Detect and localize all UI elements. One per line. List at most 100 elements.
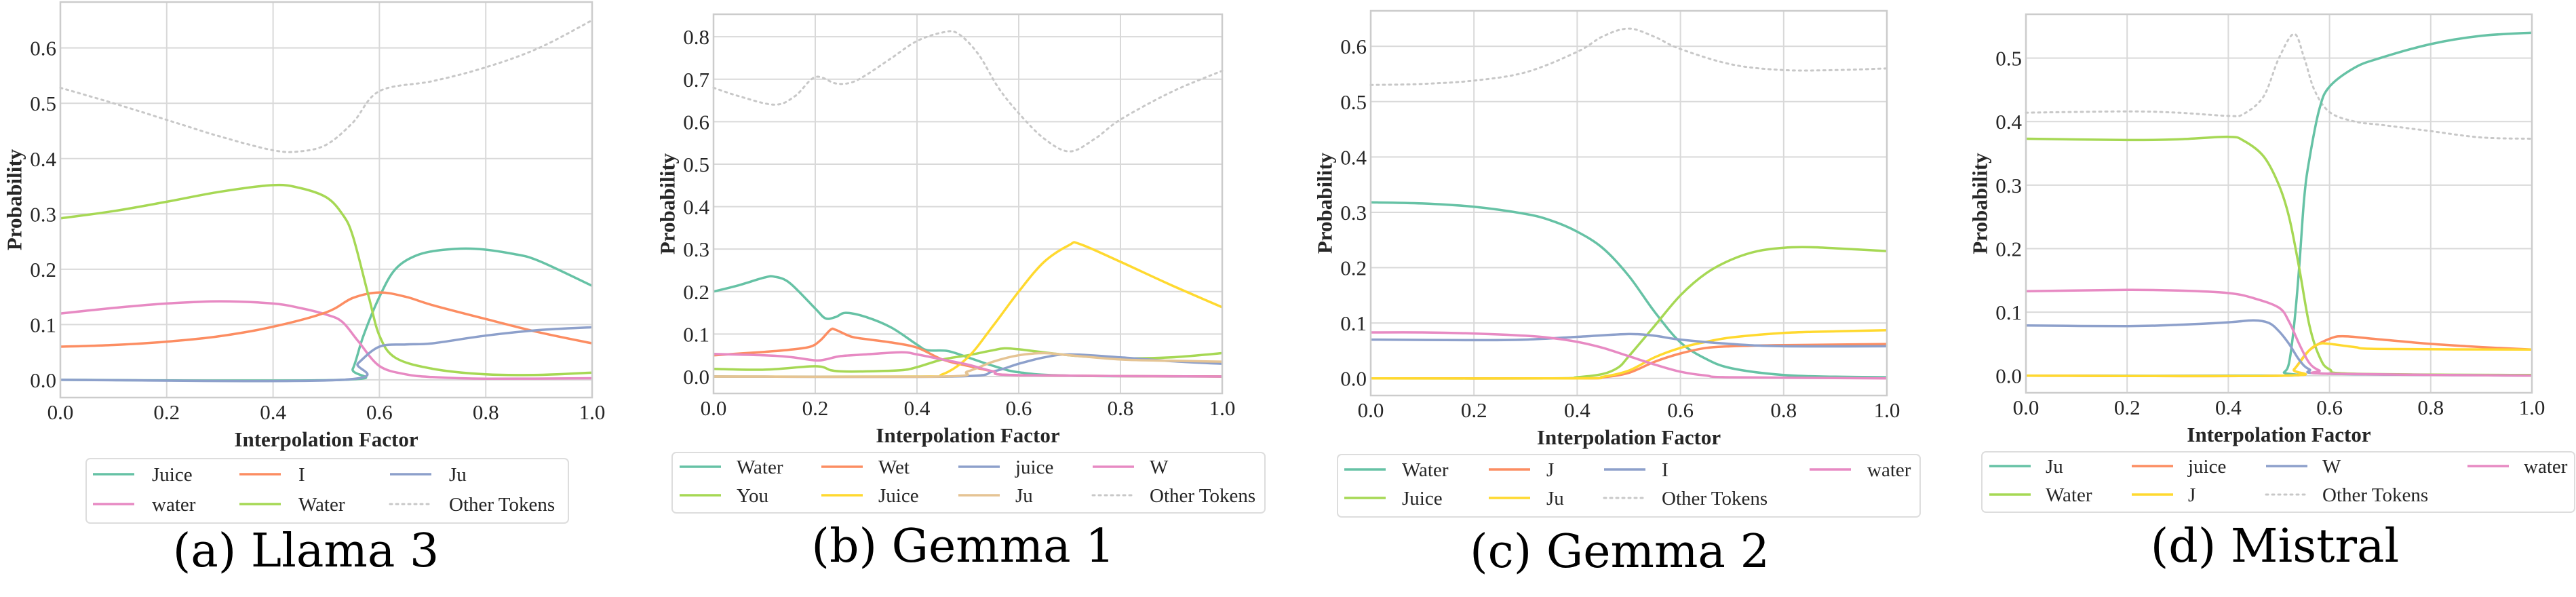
legend-item: Water bbox=[1989, 484, 2092, 506]
series-line-ju bbox=[60, 326, 593, 383]
legend-label: Juice bbox=[878, 485, 919, 507]
legend-item: Juice bbox=[93, 464, 193, 486]
x-tick-label: 0.4 bbox=[260, 400, 286, 424]
y-tick-label: 0.1 bbox=[683, 322, 709, 346]
x-tick-label: 0.6 bbox=[366, 400, 393, 424]
series-line-ju bbox=[1370, 328, 1888, 380]
series-line-other-tokens bbox=[712, 30, 1224, 153]
legend-item: W bbox=[1093, 457, 1169, 478]
legend: Water You Wet Juice juice Ju W Other Tokens bbox=[671, 452, 1266, 514]
y-axis-label: Probability bbox=[3, 149, 26, 250]
legend-label: juice bbox=[2187, 456, 2226, 478]
legend: Water Juice J Ju I Other Tokens water bbox=[1337, 454, 1921, 518]
legend-label: Juice bbox=[1402, 488, 1443, 509]
x-tick-label: 1.0 bbox=[1209, 396, 1236, 420]
panel-0: 0.0 0.2 0.4 0.6 0.8 1.0 0.0 0.1 0.2 0.3 0.4 0.5 0.6 I… bbox=[3, 1, 606, 578]
y-tick-label: 0.4 bbox=[1340, 145, 1367, 169]
legend-label: Water bbox=[1402, 459, 1449, 481]
x-tick-label: 0.0 bbox=[47, 400, 74, 424]
legend-label: Other Tokens bbox=[2322, 484, 2428, 506]
series-line-i bbox=[60, 291, 593, 348]
legend-item: Ju bbox=[1989, 456, 2063, 478]
y-tick-label: 0.2 bbox=[683, 280, 709, 304]
y-axis-label: Probability bbox=[656, 153, 680, 254]
legend-item: Juice bbox=[1344, 488, 1443, 509]
legend-item: You bbox=[680, 485, 768, 507]
legend-label: W bbox=[2322, 456, 2341, 478]
legend-item: J bbox=[2132, 484, 2196, 506]
y-tick-label: 0.4 bbox=[1995, 110, 2022, 134]
x-tick-label: 0.8 bbox=[1770, 398, 1797, 422]
legend-label: Other Tokens bbox=[1662, 488, 1768, 509]
x-tick-label: 0.2 bbox=[802, 396, 829, 420]
plot-frame bbox=[2025, 13, 2533, 394]
series-line-other-tokens bbox=[2025, 33, 2533, 140]
x-tick-label: 0.8 bbox=[473, 400, 499, 424]
series-line-j bbox=[2025, 342, 2533, 378]
legend-item: I bbox=[239, 464, 305, 486]
legend-item: Water bbox=[1344, 459, 1449, 481]
legend-item: Other Tokens bbox=[1091, 485, 1255, 507]
legend-label: Wet bbox=[878, 457, 910, 478]
x-tick-label: 1.0 bbox=[2519, 396, 2545, 419]
legend-item: W bbox=[2266, 456, 2341, 478]
legend-item: juice bbox=[958, 457, 1053, 478]
legend-item: Wet bbox=[821, 457, 910, 478]
x-tick-label: 0.0 bbox=[1358, 398, 1384, 422]
x-tick-label: 0.8 bbox=[2417, 396, 2444, 419]
series-line-i bbox=[1370, 332, 1888, 348]
legend-item: Other Tokens bbox=[2265, 484, 2428, 506]
panel-caption: (a) Llama 3 bbox=[173, 524, 440, 578]
plot-frame bbox=[1369, 9, 1888, 397]
x-tick-label: 0.0 bbox=[2013, 396, 2040, 419]
series-line-juice bbox=[2025, 334, 2533, 378]
series-line-water bbox=[1370, 331, 1888, 380]
y-tick-label: 0.0 bbox=[1995, 364, 2022, 388]
series-line-other-tokens bbox=[59, 19, 593, 153]
panel-1: 0.0 0.2 0.4 0.6 0.8 1.0 0.0 0.1 0.2 0.3 0.4 0.5 0.6 0… bbox=[656, 13, 1266, 573]
x-tick-label: 0.4 bbox=[2215, 396, 2242, 419]
legend-item: I bbox=[1604, 459, 1668, 481]
series-line-j bbox=[1370, 343, 1888, 380]
y-tick-label: 0.0 bbox=[683, 365, 709, 389]
legend-label: Water bbox=[737, 457, 783, 478]
y-tick-label: 0.1 bbox=[1340, 311, 1367, 335]
legend: Ju Water juice J W Other Tokens water bbox=[1981, 451, 2575, 513]
y-tick-label: 0.3 bbox=[1340, 201, 1367, 225]
legend-item: Ju bbox=[958, 485, 1033, 507]
x-axis-label: Interpolation Factor bbox=[2187, 423, 2370, 446]
x-axis-label: Interpolation Factor bbox=[876, 423, 1059, 447]
series-line-ju bbox=[713, 351, 1223, 379]
y-tick-label: 0.2 bbox=[30, 258, 56, 282]
series-line-other-tokens bbox=[1369, 27, 1888, 86]
x-tick-label: 0.6 bbox=[1667, 398, 1694, 422]
y-tick-label: 0.3 bbox=[683, 237, 709, 261]
x-tick-label: 1.0 bbox=[579, 400, 606, 424]
x-tick-label: 1.0 bbox=[1874, 398, 1900, 422]
legend-label: water bbox=[152, 494, 196, 516]
legend-box bbox=[85, 458, 569, 524]
x-tick-label: 0.6 bbox=[1006, 396, 1032, 420]
legend-item: water bbox=[2467, 456, 2568, 478]
x-tick-label: 0.0 bbox=[701, 396, 727, 420]
y-tick-label: 0.6 bbox=[30, 37, 56, 60]
legend-box bbox=[1337, 454, 1921, 518]
legend-label: J bbox=[2188, 484, 2196, 506]
y-tick-label: 0.5 bbox=[1995, 47, 2022, 71]
legend-label: water bbox=[1867, 459, 1911, 481]
y-tick-label: 0.4 bbox=[30, 147, 56, 171]
series-line-wet bbox=[713, 327, 1223, 378]
x-tick-label: 0.4 bbox=[904, 396, 931, 420]
legend-item: Other Tokens bbox=[1603, 488, 1768, 509]
plot-frame bbox=[59, 1, 593, 399]
y-tick-label: 0.4 bbox=[683, 195, 709, 219]
series-line-w bbox=[2025, 319, 2533, 377]
y-tick-label: 0.7 bbox=[683, 68, 709, 92]
legend-label: I bbox=[298, 464, 305, 486]
series-line-water bbox=[2025, 288, 2533, 377]
legend-item: Ju bbox=[1489, 488, 1564, 509]
legend-label: I bbox=[1662, 459, 1668, 481]
legend-label: Juice bbox=[152, 464, 193, 486]
legend-label: Other Tokens bbox=[449, 494, 555, 516]
legend-label: W bbox=[1150, 457, 1169, 478]
